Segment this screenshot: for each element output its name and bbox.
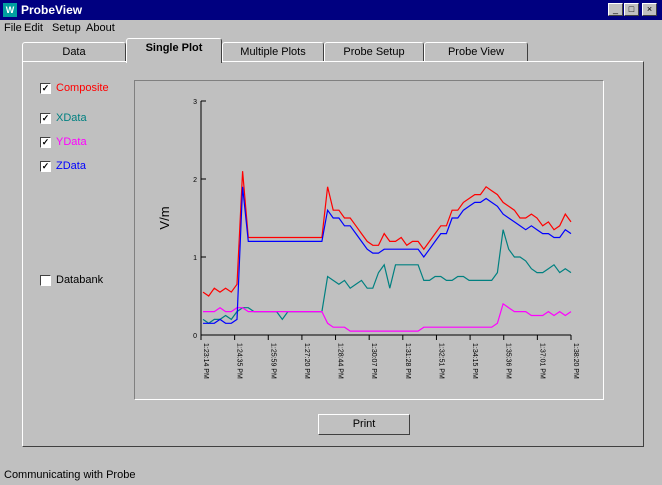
- x-tick-label: 1:28:44 PM: [337, 343, 344, 379]
- title-bar[interactable]: W ProbeView _ □ ×: [0, 0, 662, 20]
- app-icon: W: [3, 3, 17, 17]
- x-tick-label: 1:27:20 PM: [303, 343, 310, 379]
- tab-probe-view[interactable]: Probe View: [424, 42, 528, 62]
- x-tick-label: 1:30:07 PM: [370, 343, 377, 379]
- x-tick-label: 1:31:28 PM: [404, 343, 411, 379]
- menu-about[interactable]: About: [86, 22, 115, 34]
- x-tick-label: 1:23:14 PM: [202, 343, 209, 379]
- x-tick-label: 1:32:51 PM: [437, 343, 444, 379]
- checkbox-label: Databank: [56, 274, 104, 286]
- menu-file[interactable]: File: [4, 22, 22, 34]
- x-tick-label: 1:24:35 PM: [236, 343, 243, 379]
- single-plot-chart: 0 1 2 3 V/m 1:23:14 PM 1:24:35 PM 1:25:59 PM 1:2…: [157, 99, 579, 379]
- minimize-button[interactable]: _: [608, 3, 623, 16]
- checkbox-box[interactable]: ✓: [40, 113, 51, 124]
- window-title: ProbeView: [21, 3, 83, 17]
- x-tick-label: 1:35:36 PM: [505, 343, 512, 379]
- menu-edit[interactable]: Edit: [24, 22, 43, 34]
- status-text: Communicating with Probe: [4, 469, 136, 481]
- x-tick-label: 1:34:15 PM: [471, 343, 478, 379]
- checkbox-box[interactable]: ✓: [40, 83, 51, 94]
- tab-strip: Data Single Plot Multiple Plots Probe Se…: [22, 38, 652, 63]
- y-tick-label: 3: [193, 99, 197, 106]
- tab-data[interactable]: Data: [22, 42, 126, 62]
- tab-probe-setup[interactable]: Probe Setup: [324, 42, 424, 62]
- checkbox-label: XData: [56, 112, 87, 124]
- series-line-xdata: [202, 229, 572, 325]
- series-line-composite: [202, 171, 572, 297]
- checkbox-label: YData: [56, 136, 87, 148]
- checkbox-box[interactable]: ✓: [40, 161, 51, 172]
- series-line-ydata: [203, 302, 572, 332]
- close-button[interactable]: ×: [642, 3, 657, 16]
- checkbox-label: Composite: [56, 82, 109, 94]
- x-tick-label: 1:37:01 PM: [538, 343, 545, 379]
- y-tick-label: 1: [193, 255, 197, 262]
- checkbox-box[interactable]: ✓: [40, 137, 51, 148]
- y-tick-label: 0: [193, 333, 197, 340]
- x-tick-label: 1:25:59 PM: [269, 343, 276, 379]
- checkbox-box[interactable]: [40, 275, 51, 286]
- y-axis-label: V/m: [157, 206, 172, 229]
- y-tick-label: 2: [193, 177, 197, 184]
- maximize-button[interactable]: □: [624, 3, 639, 16]
- status-bar: Communicating with Probe: [0, 465, 662, 485]
- checkbox-label: ZData: [56, 160, 86, 172]
- tab-single-plot[interactable]: Single Plot: [126, 38, 222, 63]
- tab-multiple-plots[interactable]: Multiple Plots: [222, 42, 324, 62]
- menu-bar: File Edit Setup About: [0, 20, 662, 37]
- print-button[interactable]: Print: [318, 414, 410, 435]
- x-tick-label: 1:38:20 PM: [572, 343, 579, 379]
- plot-frame: 0 1 2 3 V/m 1:23:14 PM 1:24:35 PM 1:25:59 PM 1:2…: [134, 80, 604, 400]
- menu-setup[interactable]: Setup: [52, 22, 81, 34]
- series-line-zdata: [203, 186, 572, 324]
